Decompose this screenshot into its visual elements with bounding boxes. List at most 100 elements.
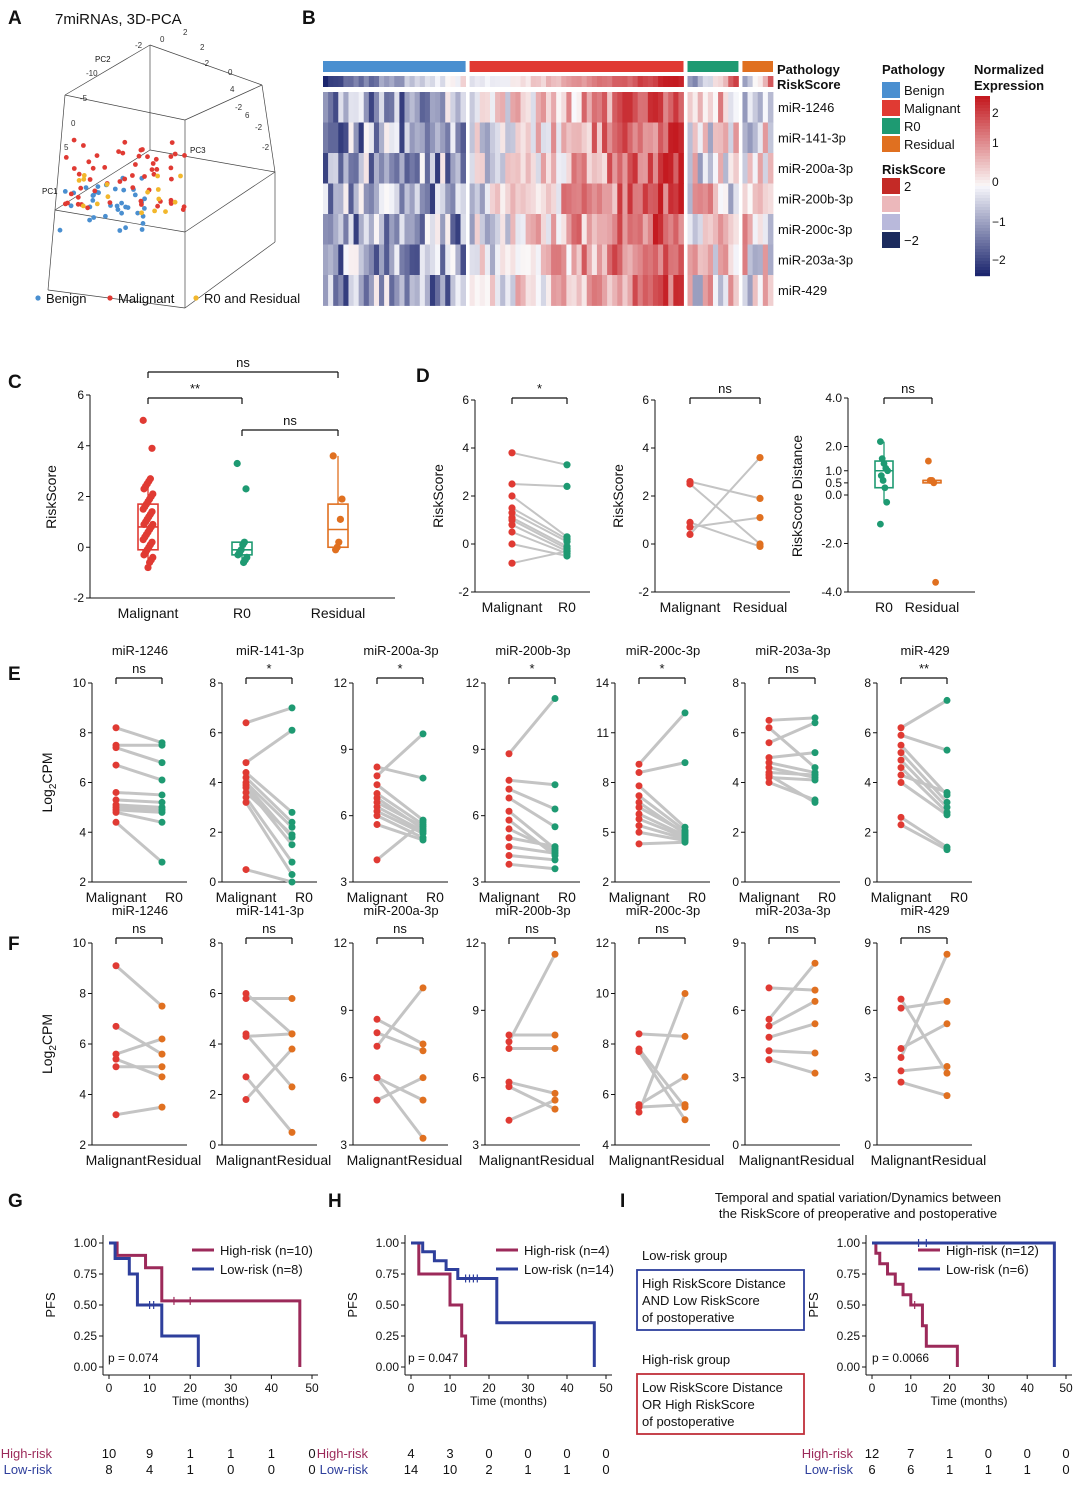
e-y-tick-label: 6 [209, 726, 216, 740]
heatmap-cell [419, 244, 426, 276]
heatmap-cell [373, 92, 380, 123]
legend-expression-tick: 0 [992, 175, 999, 189]
heatmap-cell [586, 153, 593, 184]
pca-tick: -10 [86, 69, 98, 78]
heatmap-cell [394, 244, 400, 276]
pca-point-benign [117, 228, 123, 233]
heatmap-cell [596, 244, 603, 276]
e-point-malignant [635, 810, 643, 818]
e-point-r0 [681, 759, 689, 767]
c-point-r0 [233, 459, 241, 468]
e-pair-line [376, 821, 424, 862]
panel-letter-f: F [8, 934, 20, 955]
heatmap-cell [460, 275, 466, 306]
heatmap-cell [424, 275, 431, 306]
i-high-box-line: Low RiskScore Distance [642, 1380, 783, 1395]
pca-point-malignant [168, 165, 174, 171]
h-legend-label: High-risk (n=4) [524, 1243, 610, 1258]
f-y-tick-label: 10 [596, 987, 610, 1001]
heatmap-cell [469, 275, 476, 306]
f-y-tick-label: 6 [340, 1071, 347, 1085]
g-risk-table-cell: 1 [187, 1462, 194, 1477]
pca-legend-swatch [107, 295, 113, 301]
heatmap-cell [702, 244, 709, 276]
e-point-malignant [373, 763, 381, 771]
f-point-residual [811, 986, 819, 994]
heatmap-cell [540, 92, 547, 123]
f-pair-line [244, 1048, 294, 1101]
heatmap-cell [742, 275, 748, 306]
e-pair-line [508, 853, 556, 862]
heatmap-cell [718, 244, 724, 276]
d2-y-tick-label: 0 [642, 537, 649, 551]
f-pair-line [376, 1076, 424, 1102]
panel-b-heatmap: PathologyRiskScoremiR-1246miR-141-3pmiR-… [323, 61, 1044, 306]
heatmap-cell [429, 214, 436, 245]
pca-point-malignant [172, 151, 178, 157]
heatmap-cell [394, 92, 400, 123]
heatmap-cell [596, 153, 603, 184]
heatmap-cell [637, 122, 644, 154]
pca-legend-label: Benign [46, 291, 86, 306]
e-pair-line [376, 783, 424, 822]
heatmap-riskscore-cell [647, 76, 654, 87]
panel-a-pca: 7miRNAs, 3D-PCAPC2PC1PC3-10-505-2022-204… [35, 11, 300, 309]
heatmap-cell [586, 244, 593, 276]
heatmap-cell [353, 183, 360, 215]
e-point-malignant [505, 851, 513, 859]
e-x-tick-label: R0 [295, 889, 313, 905]
heatmap-riskscore-cell [551, 76, 557, 87]
heatmap-cell [338, 122, 344, 154]
heatmap-riskscore-cell [333, 76, 339, 87]
e-pair-line [376, 823, 424, 842]
d1-pair-line [511, 507, 568, 541]
f-pair-line [508, 1085, 556, 1111]
e-pair-line [507, 697, 557, 755]
heatmap-riskscore-cell [602, 76, 608, 87]
heatmap-row-label: miR-429 [778, 283, 827, 298]
heatmap-cell [586, 122, 593, 154]
heatmap-cell [566, 183, 572, 215]
c-point-residual [332, 546, 340, 554]
heatmap-riskscore-cell [757, 76, 764, 87]
heatmap-riskscore-cell [474, 76, 481, 87]
i-risk-table-cell: 0 [1062, 1462, 1069, 1477]
g-risk-table-label: Low-risk [4, 1462, 53, 1477]
heatmap-riskscore-cell [707, 76, 714, 87]
f-point-residual [811, 1049, 819, 1057]
e-point-r0 [551, 856, 559, 864]
pca-point-r0-residual [156, 196, 162, 202]
heatmap-annot-label-riskscore: RiskScore [777, 77, 841, 92]
heatmap-cell [647, 214, 654, 245]
heatmap-cell [718, 275, 724, 306]
d1-y-tick-label: -2 [458, 585, 469, 599]
heatmap-cell [489, 122, 496, 154]
e-pair-line [376, 801, 424, 829]
pca-cube-edge [261, 84, 276, 173]
heatmap-cell [747, 92, 754, 123]
heatmap-cell [728, 183, 734, 215]
i-km-curve-low-risk [872, 1241, 1056, 1367]
f-mir-title: miR-1246 [112, 903, 168, 918]
e-point-malignant [112, 724, 120, 732]
f-y-tick-label: 6 [864, 1003, 871, 1017]
pca-cube-edge [184, 84, 263, 121]
e-point-malignant [505, 860, 513, 868]
f-ann-sig-label: ns [655, 921, 669, 936]
g-x-tick-label: 40 [265, 1381, 279, 1395]
heatmap-cell [678, 275, 684, 306]
c-ann-mal-r0-sig-label: ** [190, 381, 200, 396]
heatmap-cell [581, 153, 588, 184]
legend-expression-tick: −1 [992, 215, 1006, 229]
heatmap-cell [658, 275, 664, 306]
f-point-residual [158, 1103, 166, 1111]
heatmap-cell [353, 244, 360, 276]
h-risk-table-cell: 3 [446, 1446, 453, 1461]
pca-point-benign [114, 203, 120, 209]
legend-expression-gradient [975, 198, 990, 202]
heatmap-cell [742, 244, 748, 276]
heatmap-riskscore-cell [561, 76, 567, 87]
h-y-tick-label: 1.00 [376, 1236, 400, 1250]
pca-point-benign [62, 189, 68, 194]
heatmap-cell [733, 183, 739, 215]
